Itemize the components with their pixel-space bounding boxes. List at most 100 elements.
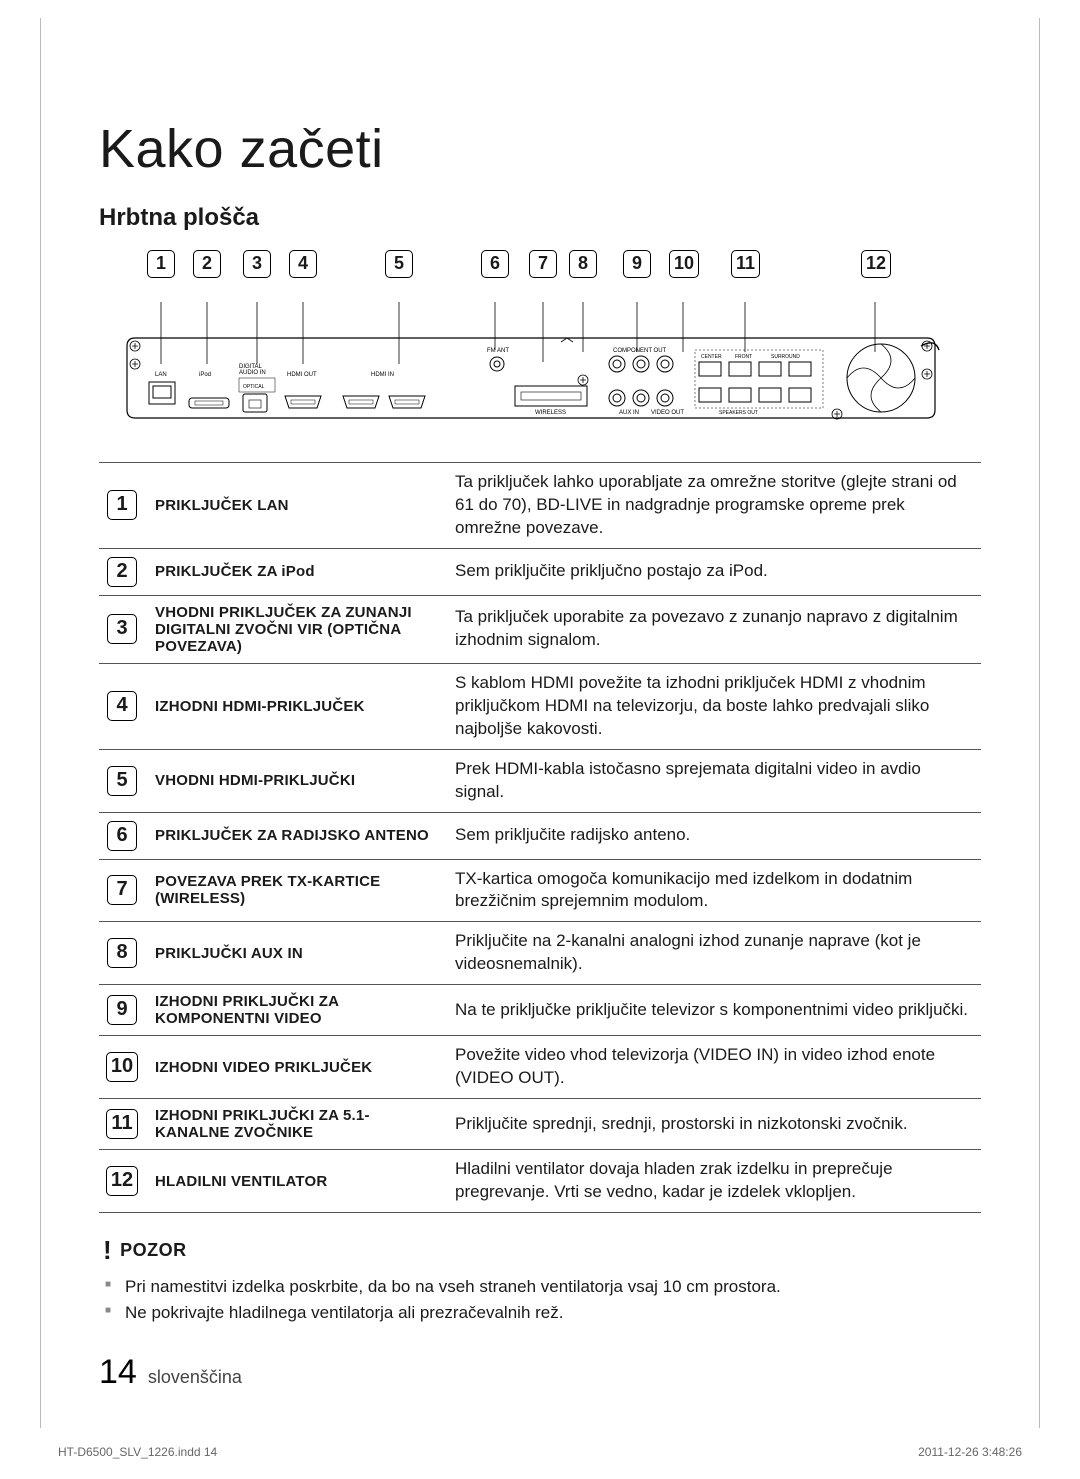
svg-text:OPTICAL: OPTICAL (243, 384, 265, 390)
callout-11: 11 (731, 250, 760, 278)
callout-num: 6 (481, 250, 509, 278)
row-num: 8 (107, 938, 137, 968)
row-num: 2 (107, 557, 137, 587)
row-label: VHODNI HDMI-PRIKLJUČKI (149, 749, 449, 812)
callout-4: 4 (289, 250, 317, 278)
callout-8: 8 (569, 250, 597, 278)
svg-text:SPEAKERS OUT: SPEAKERS OUT (719, 410, 758, 416)
page-title: Kako začeti (99, 118, 981, 180)
row-label: PRIKLJUČEK LAN (149, 463, 449, 549)
table-row: 9 IZHODNI PRIKLJUČKI ZA KOMPONENTNI VIDE… (99, 985, 981, 1036)
row-num: 10 (106, 1052, 138, 1082)
print-footer: HT-D6500_SLV_1226.indd 14 2011-12-26 3:4… (40, 1445, 1040, 1459)
callout-6: 6 (481, 250, 509, 278)
svg-text:CENTER: CENTER (701, 354, 722, 360)
table-row: 4 IZHODNI HDMI-PRIKLJUČEK S kablom HDMI … (99, 663, 981, 749)
row-desc: Priključite na 2-kanalni analogni izhod … (449, 922, 981, 985)
callout-num: 11 (731, 250, 760, 278)
caution-label: POZOR (120, 1240, 187, 1261)
row-num: 6 (107, 821, 137, 851)
callout-num: 4 (289, 250, 317, 278)
row-num: 4 (107, 691, 137, 721)
row-label: VHODNI PRIKLJUČEK ZA ZUNANJI DIGITALNI Z… (149, 595, 449, 663)
row-label: IZHODNI PRIKLJUČKI ZA KOMPONENTNI VIDEO (149, 985, 449, 1036)
section-subtitle: Hrbtna plošča (99, 204, 981, 232)
callout-2: 2 (193, 250, 221, 278)
row-num: 3 (107, 614, 137, 644)
row-label: PRIKLJUČKI AUX IN (149, 922, 449, 985)
page-number: 14 slovenščina (99, 1353, 242, 1392)
callout-10: 10 (669, 250, 699, 278)
table-row: 3 VHODNI PRIKLJUČEK ZA ZUNANJI DIGITALNI… (99, 595, 981, 663)
row-label: POVEZAVA PREK TX-KARTICE (WIRELESS) (149, 859, 449, 922)
row-label: HLADILNI VENTILATOR (149, 1150, 449, 1213)
print-job: HT-D6500_SLV_1226.indd 14 (58, 1445, 217, 1459)
callout-7: 7 (529, 250, 557, 278)
caution-block: ! POZOR Pri namestitvi izdelka poskrbite… (99, 1235, 981, 1327)
caution-item: Pri namestitvi izdelka poskrbite, da bo … (103, 1274, 981, 1300)
connector-table-body: 1 PRIKLJUČEK LAN Ta priključek lahko upo… (99, 463, 981, 1213)
row-num: 9 (107, 995, 137, 1025)
callout-num: 7 (529, 250, 557, 278)
print-timestamp: 2011-12-26 3:48:26 (918, 1445, 1022, 1459)
callout-3: 3 (243, 250, 271, 278)
row-num: 12 (106, 1166, 138, 1196)
page-frame: Kako začeti Hrbtna plošča 1 2 3 4 5 6 7 … (40, 18, 1040, 1428)
svg-text:COMPONENT OUT: COMPONENT OUT (613, 348, 667, 354)
row-num: 11 (106, 1109, 137, 1139)
callout-12: 12 (861, 250, 891, 278)
row-desc: Povežite video vhod televizorja (VIDEO I… (449, 1036, 981, 1099)
table-row: 8 PRIKLJUČKI AUX IN Priključite na 2-kan… (99, 922, 981, 985)
table-row: 7 POVEZAVA PREK TX-KARTICE (WIRELESS) TX… (99, 859, 981, 922)
exclamation-icon: ! (103, 1235, 112, 1266)
table-row: 11 IZHODNI PRIKLJUČKI ZA 5.1-KANALNE ZVO… (99, 1099, 981, 1150)
svg-text:AUDIO IN: AUDIO IN (239, 370, 266, 376)
row-desc: Prek HDMI-kabla istočasno sprejemata dig… (449, 749, 981, 812)
row-desc: Na te priključke priključite televizor s… (449, 985, 981, 1036)
svg-text:FM ANT: FM ANT (487, 348, 509, 354)
caution-heading: ! POZOR (103, 1235, 981, 1266)
row-desc: Sem priključite radijsko anteno. (449, 812, 981, 859)
page-language: slovenščina (148, 1367, 242, 1387)
row-desc: Ta priključek uporabite za povezavo z zu… (449, 595, 981, 663)
caution-item: Ne pokrivajte hladilnega ventilatorja al… (103, 1300, 981, 1326)
svg-text:VIDEO OUT: VIDEO OUT (651, 410, 684, 416)
row-label: IZHODNI PRIKLJUČKI ZA 5.1-KANALNE ZVOČNI… (149, 1099, 449, 1150)
table-row: 6 PRIKLJUČEK ZA RADIJSKO ANTENO Sem prik… (99, 812, 981, 859)
svg-text:AUX IN: AUX IN (619, 410, 639, 416)
row-label: PRIKLJUČEK ZA RADIJSKO ANTENO (149, 812, 449, 859)
page-number-value: 14 (99, 1353, 137, 1391)
row-label: IZHODNI VIDEO PRIKLJUČEK (149, 1036, 449, 1099)
row-label: PRIKLJUČEK ZA iPod (149, 548, 449, 595)
diagram-callouts: 1 2 3 4 5 6 7 8 9 10 11 12 (121, 250, 981, 290)
callout-num: 3 (243, 250, 271, 278)
svg-text:HDMI OUT: HDMI OUT (287, 372, 317, 378)
row-desc: TX-kartica omogoča komunikacijo med izde… (449, 859, 981, 922)
caution-list: Pri namestitvi izdelka poskrbite, da bo … (103, 1274, 981, 1327)
svg-text:SURROUND: SURROUND (771, 354, 800, 360)
svg-text:iPod: iPod (199, 372, 211, 378)
callout-num: 12 (861, 250, 891, 278)
callout-num: 8 (569, 250, 597, 278)
callout-1: 1 (147, 250, 175, 278)
row-desc: Sem priključite priključno postajo za iP… (449, 548, 981, 595)
callout-num: 2 (193, 250, 221, 278)
table-row: 5 VHODNI HDMI-PRIKLJUČKI Prek HDMI-kabla… (99, 749, 981, 812)
callout-num: 10 (669, 250, 699, 278)
table-row: 12 HLADILNI VENTILATOR Hladilni ventilat… (99, 1150, 981, 1213)
svg-text:FRONT: FRONT (735, 354, 752, 360)
row-num: 1 (107, 490, 137, 520)
table-row: 10 IZHODNI VIDEO PRIKLJUČEK Povežite vid… (99, 1036, 981, 1099)
callout-9: 9 (623, 250, 651, 278)
row-desc: Ta priključek lahko uporabljate za omrež… (449, 463, 981, 549)
row-num: 5 (107, 766, 137, 796)
svg-text:LAN: LAN (155, 372, 167, 378)
rear-panel-diagram: LAN iPod DIGITALAUDIO IN OPTICAL HDMI OU… (121, 302, 981, 422)
svg-text:WIRELESS: WIRELESS (535, 410, 566, 416)
table-row: 1 PRIKLJUČEK LAN Ta priključek lahko upo… (99, 463, 981, 549)
callout-num: 1 (147, 250, 175, 278)
svg-text:HDMI IN: HDMI IN (371, 372, 394, 378)
row-num: 7 (107, 875, 137, 905)
row-desc: Priključite sprednji, srednji, prostorsk… (449, 1099, 981, 1150)
callout-num: 5 (385, 250, 413, 278)
